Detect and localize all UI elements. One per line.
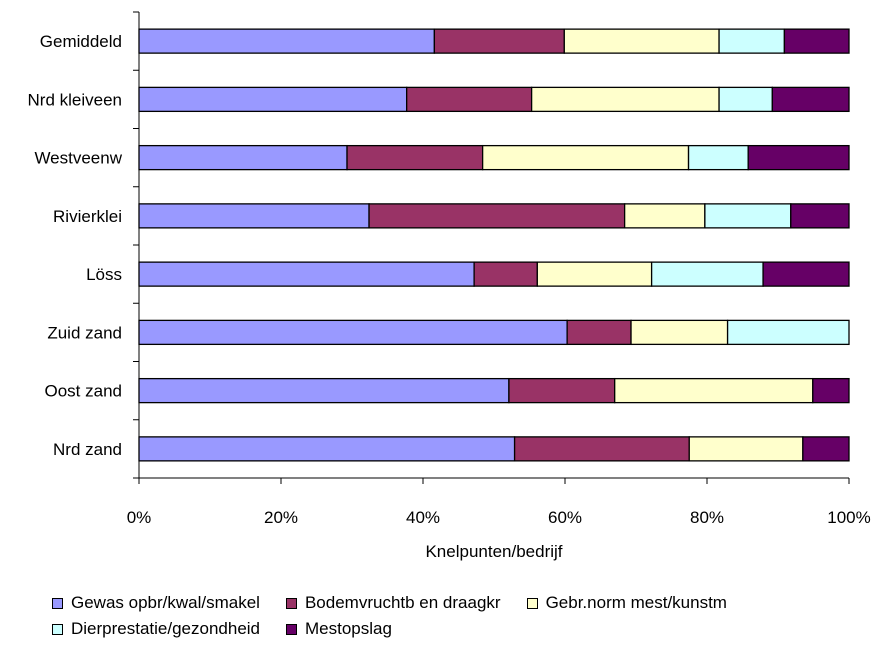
bar-segment-rivierklei-series-1 [138, 203, 370, 229]
bar-segment-rivierklei-series-2 [368, 203, 626, 229]
x-tick-label: 0% [127, 508, 152, 527]
bar-segment-zuid-zand-series-3 [630, 319, 729, 346]
bar-segment-l-ss-series-2 [473, 261, 538, 287]
bar-segment-nrd-kleiveen-series-3 [530, 86, 720, 113]
bar-segment-rivierklei-series-4 [704, 203, 792, 229]
x-tick-label: 20% [264, 508, 298, 527]
legend-label: Gebr.norm mest/kunstm [545, 593, 727, 612]
bar-segment-nrd-zand-series-3 [688, 436, 804, 462]
bar-segment-gemiddeld-series-3 [563, 28, 720, 54]
legend-swatch [526, 597, 538, 609]
bar-segment-zuid-zand-series-1 [138, 319, 568, 346]
bar-segment-westveenw-series-1 [138, 144, 348, 171]
category-label: Nrd zand [53, 440, 122, 459]
legend-swatch [52, 597, 63, 609]
category-label: Rivierklei [53, 207, 122, 226]
bar-segment-rivierklei-series-5 [790, 203, 850, 229]
bar-segment-westveenw-series-5 [747, 144, 850, 171]
bar-segment-westveenw-series-4 [687, 144, 749, 171]
bar-segment-nrd-zand-series-1 [138, 436, 516, 462]
bar-segment-westveenw-series-3 [481, 144, 690, 171]
bar-segment-oost-zand-series-5 [812, 377, 850, 404]
bar-segment-nrd-kleiveen-series-4 [718, 86, 773, 113]
category-label: Zuid zand [47, 323, 122, 342]
x-tick-label: 60% [548, 508, 582, 527]
bar-segment-nrd-zand-series-5 [802, 436, 850, 462]
category-label: Oost zand [45, 382, 123, 401]
bar-segment-nrd-kleiveen-series-2 [406, 86, 533, 113]
legend-item-1: Gewas opbr/kwal/smakel [52, 592, 260, 614]
legend-label: Dierprestatie/gezondheid [71, 619, 261, 638]
legend-label: Bodemvruchtb en draagkr [304, 593, 501, 612]
bar-segment-rivierklei-series-3 [623, 203, 706, 229]
bar-segment-gemiddeld-series-1 [138, 28, 436, 54]
legend-label: Gewas opbr/kwal/smakel [71, 593, 260, 612]
axes-group: Gemiddeld Nrd kleiveen Westveenw Rivierklei… [28, 11, 871, 527]
category-label: Nrd kleiveen [28, 90, 123, 109]
bar-segment-nrd-kleiveen-series-1 [138, 86, 408, 113]
x-tick-label: 40% [406, 508, 440, 527]
bar-segment-zuid-zand-series-2 [566, 319, 632, 346]
category-label: Westveenw [34, 149, 122, 168]
legend-swatch [52, 623, 63, 635]
bar-segment-l-ss-series-5 [762, 261, 850, 287]
bar-segment-nrd-kleiveen-series-5 [771, 86, 850, 113]
legend-item-2: Bodemvruchtb en draagkr [285, 592, 501, 614]
bar-segment-oost-zand-series-3 [614, 377, 814, 404]
legend-swatch [285, 597, 297, 609]
legend-label: Mestopslag [305, 619, 392, 638]
x-tick-label: 100% [827, 508, 870, 527]
legend-item-5: Mestopslag [286, 618, 392, 640]
bar-segment-nrd-zand-series-2 [513, 436, 690, 462]
bar-segment-oost-zand-series-2 [508, 377, 616, 404]
bar-segment-gemiddeld-series-2 [433, 28, 565, 54]
bars-group [138, 28, 850, 462]
bar-segment-westveenw-series-2 [346, 144, 484, 171]
bar-segment-zuid-zand-series-4 [726, 319, 850, 346]
legend-swatch [286, 623, 298, 635]
bar-segment-l-ss-series-4 [650, 261, 764, 287]
bar-segment-oost-zand-series-1 [138, 377, 510, 404]
legend-item-4: Dierprestatie/gezondheid [52, 618, 260, 640]
category-label: Löss [86, 265, 122, 284]
x-tick-label: 80% [690, 508, 724, 527]
x-axis-label: Knelpunten/bedrijf [425, 542, 562, 561]
category-label: Gemiddeld [40, 32, 122, 51]
legend: Gewas opbr/kwal/smakel Bodemvruchtb en dr… [52, 592, 867, 640]
bar-segment-l-ss-series-3 [536, 261, 653, 287]
legend-item-3: Gebr.norm mest/kunstm [526, 592, 727, 614]
bar-segment-l-ss-series-1 [138, 261, 475, 287]
bar-segment-gemiddeld-series-4 [718, 28, 786, 54]
bar-segment-gemiddeld-series-5 [783, 28, 850, 54]
